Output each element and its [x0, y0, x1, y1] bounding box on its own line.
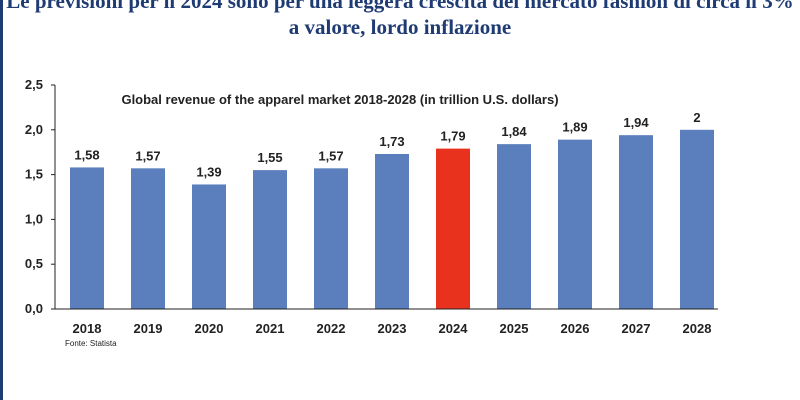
bar — [314, 168, 348, 309]
y-axis: 0,0 0,5 1,0 1,5 2,0 2,5 — [25, 77, 56, 316]
x-axis: 2018 2019 2020 2021 2022 2023 2024 2025 2026 2027… — [55, 308, 718, 336]
bar — [497, 144, 531, 309]
data-label: 1,84 — [501, 124, 527, 139]
y-tick-label: 0,5 — [25, 256, 43, 271]
source-note: Fonte: Statista — [65, 339, 117, 348]
bar — [680, 129, 714, 309]
bar-highlighted — [436, 148, 470, 309]
x-tick-label: 2025 — [500, 321, 529, 336]
data-label: 1,39 — [196, 164, 221, 179]
data-label: 1,58 — [74, 147, 99, 162]
left-accent-rule — [0, 0, 3, 400]
x-tick-label: 2020 — [195, 321, 224, 336]
slide-title-line-2: a valore, lordo inflazione — [288, 15, 512, 39]
x-tick-label: 2023 — [378, 321, 407, 336]
y-tick-label: 1,5 — [25, 167, 43, 182]
x-tick-label: 2022 — [317, 321, 346, 336]
data-label: 1,57 — [318, 148, 343, 163]
data-label: 1,89 — [562, 120, 587, 135]
bar — [619, 135, 653, 309]
bar — [375, 153, 409, 309]
x-tick-label: 2021 — [256, 321, 285, 336]
data-label: 1,57 — [135, 148, 160, 163]
bar — [131, 168, 165, 309]
bar — [558, 139, 592, 309]
data-label: 1,94 — [623, 115, 649, 130]
bar — [70, 167, 104, 309]
slide-title: Le previsioni per il 2024 sono per una l… — [0, 0, 800, 40]
slide-title-line-1: Le previsioni per il 2024 sono per una l… — [6, 0, 794, 13]
y-tick-label: 2,0 — [25, 122, 43, 137]
x-tick-label: 2028 — [683, 321, 712, 336]
bars: 1,58 1,57 1,39 1,55 1,57 1,73 1,79 1,84 1,89 1,94… — [70, 110, 714, 309]
x-tick-label: 2019 — [134, 321, 163, 336]
bar — [253, 170, 287, 309]
data-label: 2 — [693, 110, 700, 125]
data-label: 1,55 — [257, 150, 282, 165]
bar — [192, 184, 226, 309]
chart-title: Global revenue of the apparel market 201… — [121, 92, 558, 107]
y-tick-label: 1,0 — [25, 211, 43, 226]
x-tick-label: 2024 — [439, 321, 469, 336]
y-tick-label: 0,0 — [25, 301, 43, 316]
x-tick-label: 2026 — [561, 321, 590, 336]
data-label: 1,73 — [379, 134, 404, 149]
data-label: 1,79 — [440, 129, 465, 144]
x-tick-label: 2018 — [73, 321, 102, 336]
y-tick-label: 2,5 — [25, 77, 43, 92]
x-tick-label: 2027 — [622, 321, 651, 336]
